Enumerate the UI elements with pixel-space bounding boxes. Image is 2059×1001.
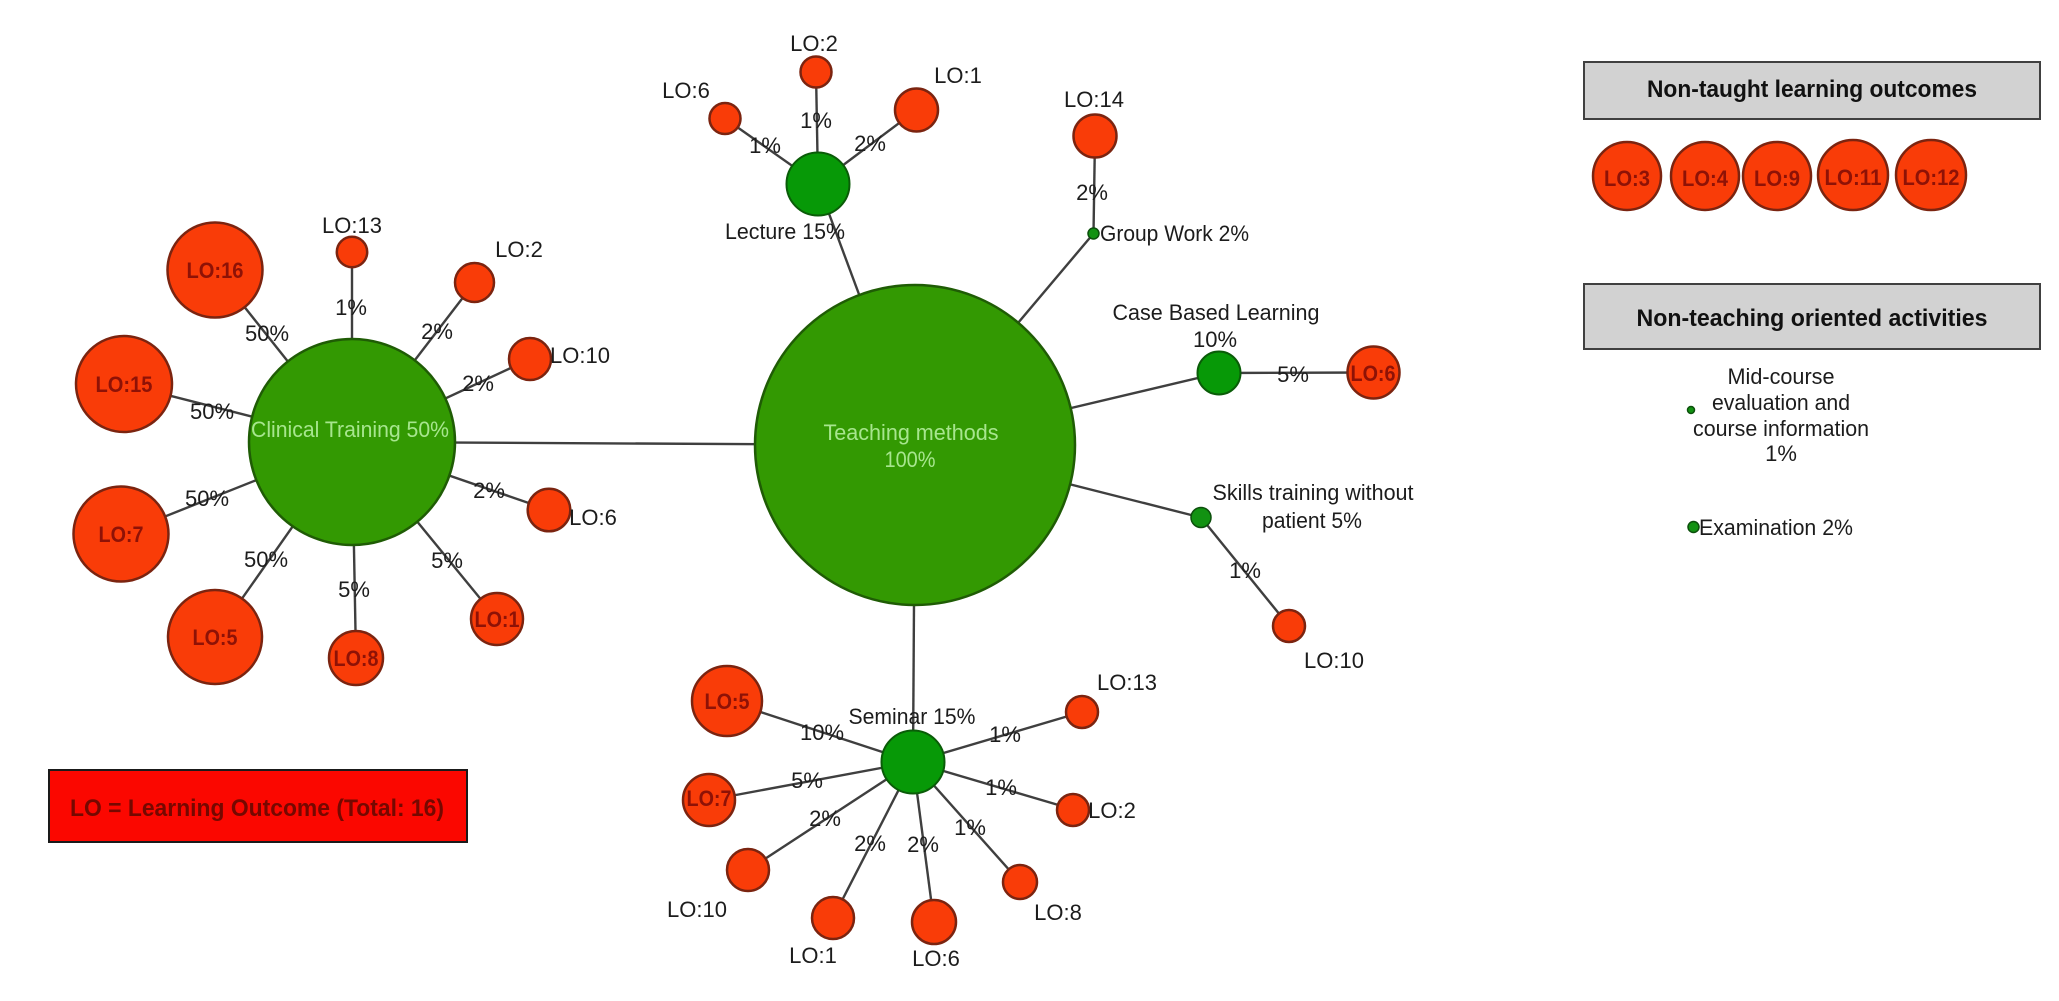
- svg-text:1%: 1%: [1229, 558, 1261, 583]
- svg-text:LO:6: LO:6: [662, 78, 710, 103]
- svg-text:evaluation and: evaluation and: [1712, 390, 1850, 415]
- svg-text:Clinical Training 50%: Clinical Training 50%: [251, 417, 449, 442]
- svg-text:1%: 1%: [989, 722, 1021, 747]
- svg-text:LO:7: LO:7: [687, 786, 732, 811]
- svg-text:LO:10: LO:10: [550, 343, 610, 368]
- svg-text:LO:3: LO:3: [1604, 166, 1650, 191]
- svg-text:LO:8: LO:8: [334, 646, 379, 671]
- svg-text:Group Work 2%: Group Work 2%: [1100, 221, 1249, 246]
- svg-text:Case Based Learning: Case Based Learning: [1113, 300, 1320, 325]
- svg-text:2%: 2%: [854, 131, 886, 156]
- svg-text:10%: 10%: [800, 720, 844, 745]
- svg-text:Examination 2%: Examination 2%: [1699, 515, 1853, 540]
- svg-text:LO:6: LO:6: [912, 946, 960, 971]
- svg-text:2%: 2%: [1076, 180, 1108, 205]
- svg-text:2%: 2%: [907, 832, 939, 857]
- svg-text:Non-teaching oriented activiti: Non-teaching oriented activities: [1637, 305, 1988, 332]
- svg-text:course information: course information: [1693, 416, 1869, 441]
- svg-text:LO:16: LO:16: [187, 258, 244, 283]
- svg-text:100%: 100%: [885, 447, 936, 472]
- svg-text:LO:10: LO:10: [667, 897, 727, 922]
- svg-text:5%: 5%: [791, 768, 823, 793]
- svg-text:LO:11: LO:11: [1825, 165, 1882, 190]
- svg-text:LO = Learning Outcome (Total:: LO = Learning Outcome (Total: 16): [70, 795, 444, 822]
- svg-text:LO:9: LO:9: [1754, 166, 1800, 191]
- svg-text:Lecture 15%: Lecture 15%: [725, 219, 845, 244]
- svg-text:1%: 1%: [800, 108, 832, 133]
- svg-text:10%: 10%: [1193, 327, 1237, 352]
- svg-text:LO:14: LO:14: [1064, 87, 1124, 112]
- svg-text:LO:15: LO:15: [96, 372, 153, 397]
- svg-text:5%: 5%: [431, 548, 463, 573]
- svg-text:50%: 50%: [244, 547, 288, 572]
- svg-text:Skills training without: Skills training without: [1213, 480, 1414, 505]
- svg-text:5%: 5%: [1277, 362, 1309, 387]
- svg-text:LO:5: LO:5: [705, 689, 750, 714]
- svg-text:LO:13: LO:13: [1097, 670, 1157, 695]
- svg-text:LO:1: LO:1: [475, 607, 520, 632]
- svg-text:Non-taught learning outcomes: Non-taught learning outcomes: [1647, 76, 1977, 103]
- svg-text:2%: 2%: [854, 831, 886, 856]
- svg-text:1%: 1%: [749, 133, 781, 158]
- svg-text:2%: 2%: [473, 478, 505, 503]
- svg-text:Mid-course: Mid-course: [1728, 364, 1835, 389]
- svg-text:LO:4: LO:4: [1682, 166, 1729, 191]
- svg-text:LO:6: LO:6: [1351, 361, 1396, 386]
- svg-text:1%: 1%: [335, 295, 367, 320]
- svg-text:50%: 50%: [190, 399, 234, 424]
- svg-text:2%: 2%: [421, 319, 453, 344]
- svg-text:LO:5: LO:5: [193, 625, 238, 650]
- svg-text:Seminar 15%: Seminar 15%: [849, 704, 976, 729]
- svg-text:LO:12: LO:12: [1903, 165, 1960, 190]
- svg-text:5%: 5%: [338, 577, 370, 602]
- svg-text:LO:1: LO:1: [789, 943, 837, 968]
- svg-text:LO:7: LO:7: [99, 522, 144, 547]
- svg-text:1%: 1%: [954, 815, 986, 840]
- svg-text:patient 5%: patient 5%: [1262, 508, 1362, 533]
- svg-text:50%: 50%: [245, 321, 289, 346]
- svg-text:1%: 1%: [985, 775, 1017, 800]
- svg-text:LO:2: LO:2: [790, 31, 838, 56]
- svg-text:Teaching methods: Teaching methods: [824, 420, 999, 445]
- svg-text:LO:10: LO:10: [1304, 648, 1364, 673]
- svg-text:LO:2: LO:2: [1088, 798, 1136, 823]
- svg-text:2%: 2%: [462, 371, 494, 396]
- svg-text:LO:8: LO:8: [1034, 900, 1082, 925]
- svg-text:LO:1: LO:1: [934, 63, 982, 88]
- svg-text:50%: 50%: [185, 486, 229, 511]
- svg-text:LO:2: LO:2: [495, 237, 543, 262]
- svg-text:1%: 1%: [1765, 441, 1797, 466]
- svg-text:LO:13: LO:13: [322, 213, 382, 238]
- svg-text:2%: 2%: [809, 806, 841, 831]
- svg-text:LO:6: LO:6: [569, 505, 617, 530]
